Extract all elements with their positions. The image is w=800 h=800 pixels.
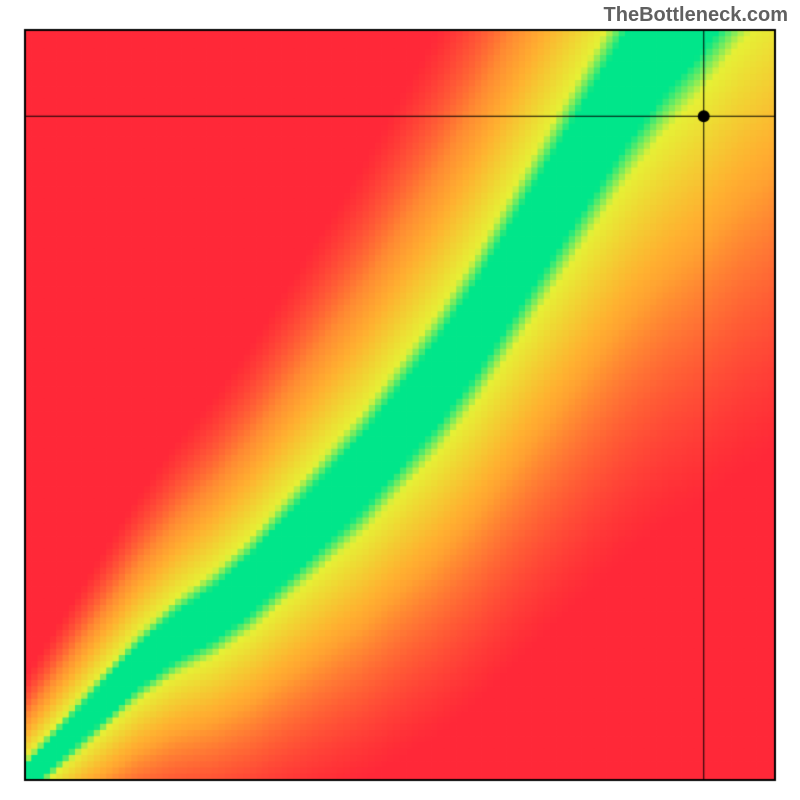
heatmap-canvas [0, 0, 800, 800]
watermark-text: TheBottleneck.com [604, 4, 788, 27]
chart-container: TheBottleneck.com [0, 0, 800, 800]
